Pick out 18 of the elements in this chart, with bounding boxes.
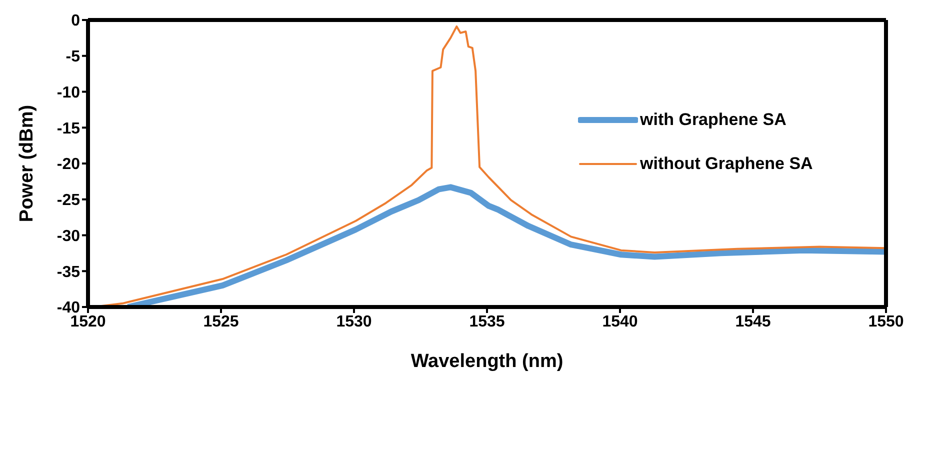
legend-label: with Graphene SA bbox=[640, 110, 786, 130]
y-tick-label: -35 bbox=[56, 264, 80, 281]
y-tick-label: -5 bbox=[66, 48, 80, 66]
y-tick-label: -30 bbox=[56, 228, 80, 245]
y-tick-label: -25 bbox=[56, 192, 80, 210]
legend-label: without Graphene SA bbox=[640, 154, 813, 174]
y-tick-label: -15 bbox=[56, 120, 80, 138]
x-axis-title: Wavelength (nm) bbox=[410, 351, 564, 372]
x-tick-label: 1550 bbox=[868, 313, 904, 330]
x-tick-label: 1540 bbox=[602, 313, 638, 330]
x-tick-label: 1535 bbox=[469, 313, 505, 330]
y-tick-label: -20 bbox=[56, 156, 80, 174]
y-tick-label: -10 bbox=[56, 84, 80, 102]
x-tick-label: 1545 bbox=[735, 313, 771, 330]
x-tick-label: 1525 bbox=[203, 313, 239, 330]
y-axis-title: Power (dBm) bbox=[16, 104, 38, 222]
x-tick-label: 1530 bbox=[336, 313, 372, 330]
y-tick-label: 0 bbox=[71, 12, 80, 30]
